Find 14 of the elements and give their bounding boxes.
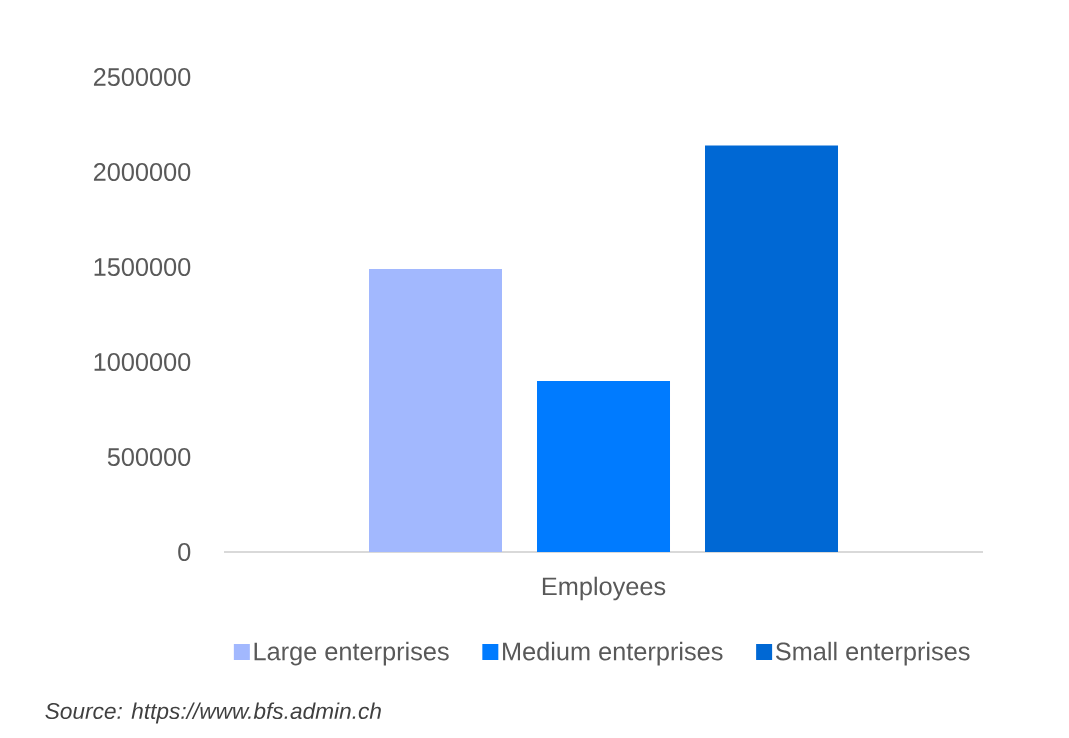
legend-label: Medium enterprises [503, 641, 723, 666]
y-tick-label: 1500000 [94, 258, 191, 276]
source-note: Source: https://www.bfs.admin.ch [45, 702, 381, 724]
x-tick-label: Employees [542, 576, 666, 601]
bar [537, 381, 671, 552]
bar [705, 145, 839, 552]
bar [369, 268, 502, 552]
y-tick-label: 500000 [107, 448, 191, 466]
y-tick-label: 0 [178, 543, 191, 561]
y-tick-label: 2000000 [93, 163, 191, 181]
legend-label: Large enterprises [254, 641, 449, 666]
legend-label: Small enterprises [775, 641, 970, 666]
y-tick-label: 1000000 [94, 353, 191, 371]
y-tick-label: 2500000 [93, 68, 191, 86]
